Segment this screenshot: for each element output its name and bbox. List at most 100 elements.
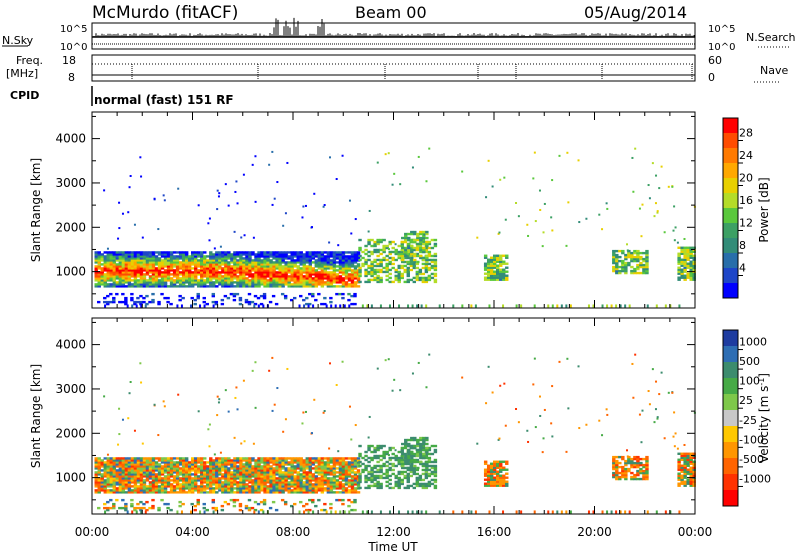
data-cell — [236, 285, 240, 288]
data-cell — [485, 196, 488, 199]
data-cell — [499, 468, 503, 471]
data-cell — [118, 481, 123, 484]
data-cell — [272, 487, 276, 490]
data-cell — [154, 277, 159, 280]
data-cell — [401, 442, 405, 446]
data-cell — [290, 483, 294, 486]
data-cell — [385, 474, 389, 478]
data-cell — [496, 256, 500, 259]
data-cell — [112, 479, 117, 482]
data-cell — [145, 457, 150, 460]
data-cell — [499, 482, 503, 485]
data-cell — [163, 475, 168, 478]
data-cell — [317, 471, 322, 474]
data-cell — [121, 292, 125, 296]
data-cell — [139, 481, 144, 484]
data-cell — [394, 482, 398, 486]
data-cell — [242, 485, 246, 488]
data-cell — [224, 483, 228, 486]
data-cell — [136, 269, 141, 272]
data-cell — [245, 489, 249, 492]
data-cell — [112, 253, 117, 256]
data-cell — [314, 487, 319, 490]
data-cell — [344, 273, 349, 276]
data-cell — [323, 489, 328, 492]
data-cell — [299, 255, 303, 258]
data-cell — [148, 463, 153, 466]
data-cell — [203, 469, 207, 472]
data-cell — [97, 273, 101, 276]
data-cell — [323, 265, 328, 268]
data-cell — [197, 491, 201, 494]
data-cell — [639, 255, 643, 259]
data-cell — [245, 265, 249, 268]
data-cell — [94, 473, 98, 476]
data-cell — [190, 491, 195, 494]
data-cell — [269, 275, 273, 278]
data-cell — [489, 474, 494, 477]
data-cell — [406, 478, 410, 482]
data-cell — [305, 463, 309, 466]
data-cell — [166, 463, 171, 466]
data-cell — [109, 261, 114, 264]
data-cell — [296, 487, 300, 490]
data-cell — [311, 483, 316, 486]
data-cell — [376, 476, 380, 480]
data-cell — [187, 263, 192, 266]
data-cell — [391, 256, 395, 260]
data-cell — [112, 261, 117, 264]
data-cell — [124, 491, 129, 494]
data-cell — [409, 264, 413, 268]
data-cell — [308, 491, 312, 494]
data-cell — [397, 460, 401, 464]
data-cell — [278, 285, 282, 288]
data-cell — [236, 483, 240, 486]
data-cell — [121, 255, 126, 258]
data-cell — [311, 279, 316, 282]
data-cell — [364, 244, 368, 248]
data-cell — [124, 469, 129, 472]
data-cell — [433, 242, 438, 246]
data-cell — [631, 156, 634, 159]
data-cell — [272, 261, 276, 264]
data-cell — [630, 475, 634, 479]
colorbar-cell — [723, 238, 738, 254]
data-cell — [496, 484, 500, 487]
data-cell — [332, 271, 337, 274]
data-cell — [178, 463, 183, 466]
data-cell — [94, 459, 98, 462]
data-cell — [415, 484, 420, 488]
data-cell — [139, 294, 143, 298]
data-cell — [400, 448, 404, 452]
data-cell — [154, 481, 159, 484]
data-cell — [209, 471, 213, 474]
data-cell — [317, 259, 322, 262]
data-cell — [621, 251, 625, 255]
data-cell — [181, 259, 186, 262]
data-cell — [218, 461, 222, 464]
data-cell — [290, 277, 294, 280]
data-cell — [178, 265, 183, 268]
data-cell — [163, 199, 166, 202]
data-cell — [97, 473, 101, 476]
data-cell — [382, 248, 386, 252]
data-cell — [221, 487, 225, 490]
data-cell — [317, 477, 322, 480]
data-cell — [181, 485, 186, 488]
data-cell — [314, 459, 319, 462]
data-cell — [251, 273, 255, 276]
data-cell — [142, 487, 147, 490]
data-cell — [251, 489, 255, 492]
data-cell — [433, 466, 438, 470]
data-cell — [220, 504, 225, 508]
data-cell — [121, 489, 126, 492]
data-cell — [686, 254, 690, 257]
data-cell — [172, 283, 177, 286]
data-cell — [248, 285, 252, 288]
data-cell — [166, 251, 171, 254]
data-cell — [124, 261, 129, 264]
data-cell — [422, 436, 426, 440]
data-cell — [296, 467, 300, 470]
data-cell — [311, 253, 316, 256]
data-cell — [382, 258, 386, 262]
